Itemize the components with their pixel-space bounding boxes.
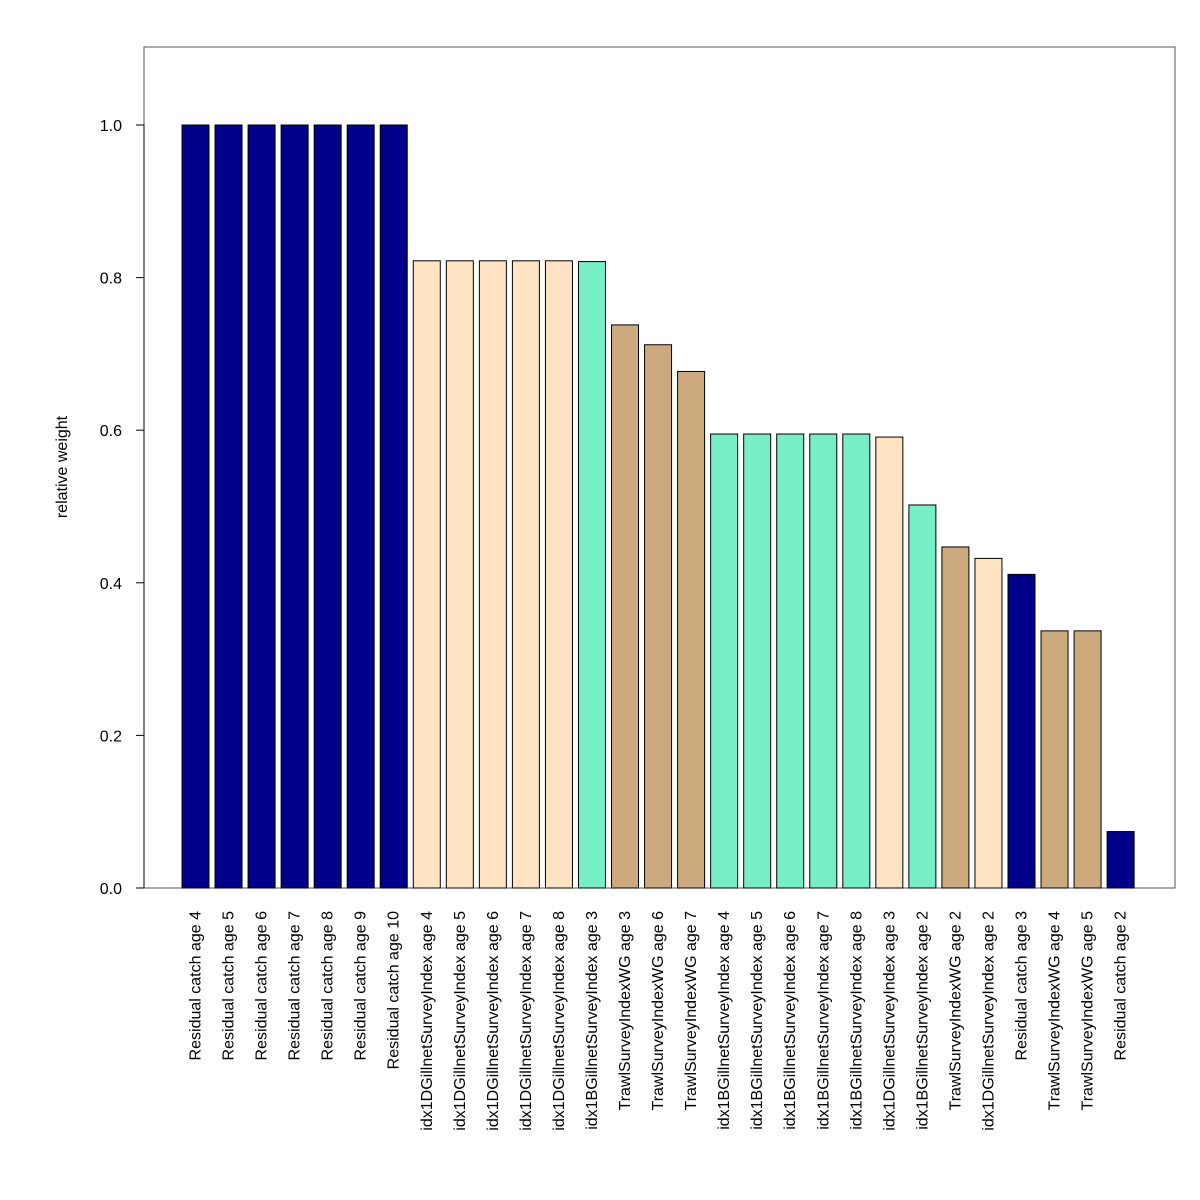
bar xyxy=(1040,630,1069,889)
bar xyxy=(1106,831,1135,889)
bar xyxy=(809,433,838,889)
x-category-label: idx1BGillnetSurveyIndex age 6 xyxy=(782,911,799,1130)
bar xyxy=(445,260,474,889)
y-tick-label: 1.0 xyxy=(100,118,122,135)
bar xyxy=(511,260,540,889)
bar xyxy=(908,504,937,889)
x-category-label: TrawlSurveyIndexWG age 4 xyxy=(1047,911,1064,1111)
bar xyxy=(974,557,1003,889)
x-category-label: TrawlSurveyIndexWG age 7 xyxy=(683,911,700,1111)
x-category-label: idx1BGillnetSurveyIndex age 4 xyxy=(716,911,733,1130)
x-category-label: Residual catch age 3 xyxy=(1014,911,1031,1061)
bar xyxy=(214,124,243,889)
y-tick-label: 0.8 xyxy=(100,271,122,288)
x-category-label: idx1BGillnetSurveyIndex age 2 xyxy=(914,911,931,1130)
x-category-label: idx1BGillnetSurveyIndex age 3 xyxy=(584,911,601,1130)
bar xyxy=(743,433,772,889)
bar xyxy=(941,546,970,889)
x-category-label: idx1DGillnetSurveyIndex age 8 xyxy=(551,911,568,1131)
bar xyxy=(379,124,408,889)
bar xyxy=(710,433,739,889)
bar xyxy=(611,324,640,889)
x-category-label: idx1DGillnetSurveyIndex age 5 xyxy=(452,911,469,1131)
bar xyxy=(875,436,904,889)
x-category-label: idx1DGillnetSurveyIndex age 2 xyxy=(980,911,997,1131)
x-category-label: idx1BGillnetSurveyIndex age 8 xyxy=(848,911,865,1130)
y-tick-label: 0.2 xyxy=(100,728,122,745)
bar xyxy=(1073,630,1102,889)
category-labels: Residual catch age 4 Residual catch age 5… xyxy=(188,911,1130,1131)
x-category-label: idx1DGillnetSurveyIndex age 4 xyxy=(419,911,436,1131)
bar xyxy=(776,433,805,889)
x-category-label: idx1BGillnetSurveyIndex age 5 xyxy=(749,911,766,1130)
bar xyxy=(842,433,871,889)
x-category-label: Residual catch age 8 xyxy=(320,911,337,1061)
bar xyxy=(346,124,375,889)
x-category-label: TrawlSurveyIndexWG age 2 xyxy=(947,911,964,1111)
x-category-label: Residual catch age 5 xyxy=(221,911,238,1061)
x-category-label: idx1DGillnetSurveyIndex age 7 xyxy=(518,911,535,1131)
bar xyxy=(1007,573,1036,889)
x-category-label: TrawlSurveyIndexWG age 5 xyxy=(1080,911,1097,1111)
x-category-label: idx1DGillnetSurveyIndex age 3 xyxy=(881,911,898,1131)
x-category-label: Residual catch age 2 xyxy=(1113,911,1130,1061)
bar xyxy=(313,124,342,889)
x-category-label: Residual catch age 7 xyxy=(287,911,304,1061)
y-tick-label: 0.4 xyxy=(100,576,122,593)
bar xyxy=(280,124,309,889)
bar xyxy=(247,124,276,889)
x-category-label: Residual catch age 10 xyxy=(386,911,403,1069)
y-tick-label: 0.0 xyxy=(100,881,122,898)
bar xyxy=(677,370,706,889)
x-category-label: idx1DGillnetSurveyIndex age 6 xyxy=(485,911,502,1131)
bar xyxy=(181,124,210,889)
x-category-label: TrawlSurveyIndexWG age 3 xyxy=(617,911,634,1111)
x-category-label: Residual catch age 4 xyxy=(188,911,205,1061)
x-category-label: TrawlSurveyIndexWG age 6 xyxy=(650,911,667,1111)
bar xyxy=(478,260,507,889)
bar xyxy=(577,261,606,889)
x-category-label: idx1BGillnetSurveyIndex age 7 xyxy=(815,911,832,1130)
bar xyxy=(644,344,673,889)
y-axis-title: relative weight xyxy=(54,415,71,518)
x-category-label: Residual catch age 9 xyxy=(353,911,370,1061)
bars xyxy=(181,124,1135,889)
bar xyxy=(412,260,441,889)
y-axis-ticks: 0.0 0.2 0.4 0.6 0.8 1.0 xyxy=(100,118,144,898)
y-tick-label: 0.6 xyxy=(100,423,122,440)
x-category-label: Residual catch age 6 xyxy=(254,911,271,1061)
bar xyxy=(544,260,573,889)
